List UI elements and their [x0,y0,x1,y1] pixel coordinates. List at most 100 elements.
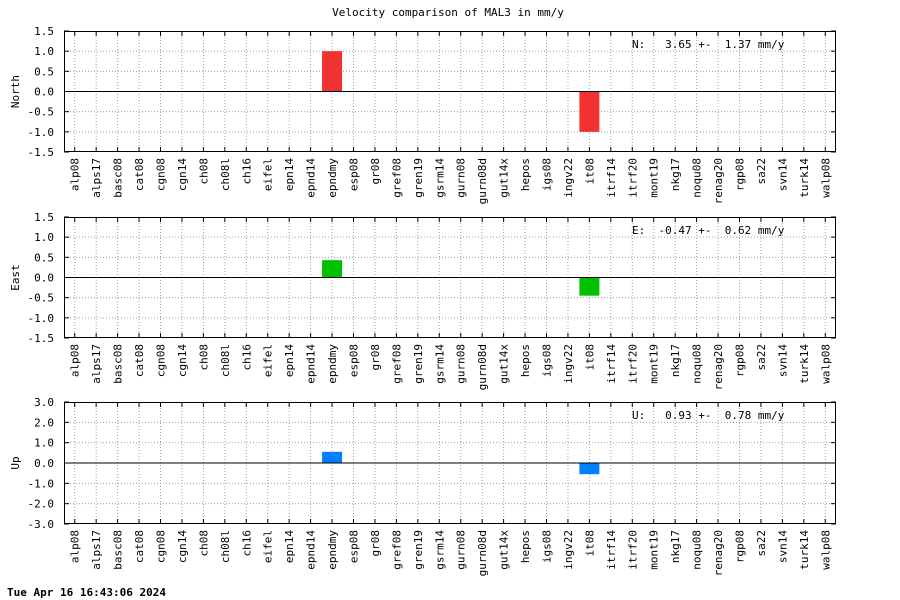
east-category-label: it08 [583,344,596,371]
north-category-label: eifel [262,158,275,191]
east-category-label: alp08 [69,344,82,377]
east-ytick-label: -1.0 [28,312,55,325]
east-category-label: itrf20 [626,344,639,384]
east-category-label: epndmy [326,344,339,384]
up-bar-it08 [579,463,600,475]
up-category-label: epndmy [326,530,339,570]
up-category-label: ingv22 [562,530,575,570]
up-category-label: itrf20 [626,530,639,570]
up-category-label: gren19 [412,530,425,570]
north-category-label: renag20 [712,158,725,204]
north-category-label: rgp08 [734,158,747,191]
up-category-label: cgn14 [176,530,189,563]
north-category-label: turk14 [798,158,811,198]
up-ytick-label: 0.0 [34,457,54,470]
east-category-label: ingv22 [562,344,575,384]
east-category-label: alps17 [90,344,103,384]
north-category-label: nkg17 [669,158,682,191]
east-category-label: nkg17 [669,344,682,377]
up-category-label: rgp08 [734,530,747,563]
east-category-label: epn14 [283,344,296,377]
east-axis-label: East [9,264,22,291]
up-category-label: cgn08 [155,530,168,563]
north-category-label: mont19 [648,158,661,198]
east-bar-epndmy [322,260,343,278]
north-velocity-annotation: N: 3.65 +- 1.37 mm/y [632,38,785,51]
north-category-label: alps17 [90,158,103,198]
east-velocity-annotation: E: -0.47 +- 0.62 mm/y [632,224,785,237]
east-category-label: mont19 [648,344,661,384]
north-category-label: ch16 [240,158,253,185]
north-bar-it08 [579,91,600,132]
north-category-label: noqu08 [691,158,704,198]
north-ytick-label: -0.5 [28,106,55,119]
up-ytick-label: -1.0 [28,477,55,490]
north-category-label: esp08 [348,158,361,191]
timestamp-footer: Tue Apr 16 16:43:06 2024 [7,586,166,599]
east-category-label: gref08 [390,344,403,384]
up-category-label: svn14 [776,530,789,563]
east-category-label: turk14 [798,344,811,384]
north-category-label: gref08 [390,158,403,198]
north-category-label: ch08 [197,158,210,185]
east-category-label: renag20 [712,344,725,390]
up-category-label: epnd14 [305,530,318,570]
east-category-label: gr08 [369,344,382,371]
east-category-label: svn14 [776,344,789,377]
east-category-label: ch16 [240,344,253,371]
east-ytick-label: 0.5 [34,251,54,264]
up-category-label: cat08 [133,530,146,563]
north-category-label: basc08 [112,158,125,198]
north-category-label: gr08 [369,158,382,185]
up-category-label: noqu08 [691,530,704,570]
up-bar-epndmy [322,451,343,463]
up-category-label: igs08 [541,530,554,563]
up-velocity-annotation: U: 0.93 +- 0.78 mm/y [632,409,785,422]
north-category-label: gurn08 [455,158,468,198]
east-bar-it08 [579,277,600,296]
north-category-label: gsrm14 [433,158,446,198]
up-category-label: mont19 [648,530,661,570]
north-category-label: ingv22 [562,158,575,198]
east-category-label: walp08 [819,344,832,384]
east-ytick-label: 1.5 [34,211,54,224]
chart-title: Velocity comparison of MAL3 in mm/y [332,6,564,19]
north-category-label: cgn08 [155,158,168,191]
up-category-label: ch08l [219,530,232,563]
east-category-label: cat08 [133,344,146,377]
north-category-label: itrf14 [605,158,618,198]
east-category-label: hepos [519,344,532,377]
up-category-label: gref08 [390,530,403,570]
north-category-label: ch08l [219,158,232,191]
east-ytick-label: -0.5 [28,292,55,305]
north-ytick-label: 1.5 [34,25,54,38]
up-category-label: epn14 [283,530,296,563]
east-category-label: basc08 [112,344,125,384]
east-category-label: sa22 [755,344,768,371]
east-category-label: rgp08 [734,344,747,377]
up-ytick-label: 3.0 [34,396,54,409]
east-category-label: gurn08d [476,344,489,390]
up-ytick-label: 2.0 [34,416,54,429]
up-category-label: esp08 [348,530,361,563]
north-category-label: epndmy [326,158,339,198]
up-category-label: gr08 [369,530,382,557]
up-category-label: ch16 [240,530,253,557]
north-ytick-label: 1.0 [34,45,54,58]
east-category-label: gurn08 [455,344,468,384]
up-category-label: gsrm14 [433,530,446,570]
north-category-label: gut14x [498,158,511,198]
north-category-label: walp08 [819,158,832,198]
east-category-label: ch08 [197,344,210,371]
north-category-label: cat08 [133,158,146,191]
north-category-label: it08 [583,158,596,185]
east-category-label: gut14x [498,344,511,384]
north-axis-label: North [9,75,22,108]
east-category-label: gsrm14 [433,344,446,384]
up-category-label: it08 [583,530,596,557]
east-category-label: itrf14 [605,344,618,384]
north-category-label: hepos [519,158,532,191]
north-category-label: igs08 [541,158,554,191]
up-category-label: walp08 [819,530,832,570]
